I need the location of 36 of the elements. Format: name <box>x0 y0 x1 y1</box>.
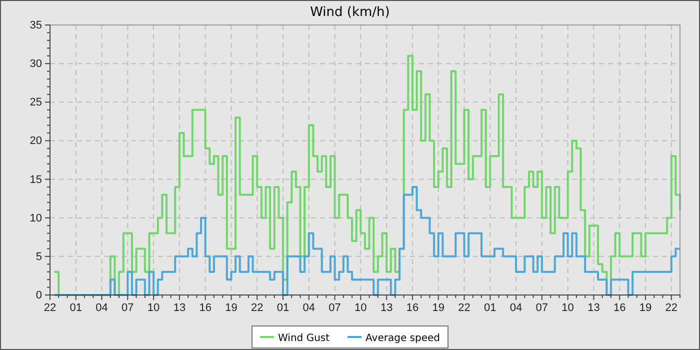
y-tick-label: 0 <box>36 290 42 302</box>
y-tick-label: 10 <box>30 212 42 224</box>
x-tick-label: 07 <box>122 302 134 314</box>
x-tick-label: 22 <box>44 302 56 314</box>
x-tick-label: 19 <box>225 302 238 314</box>
y-tick-label: 25 <box>30 96 42 109</box>
x-tick-label: 04 <box>302 302 316 314</box>
y-tick-label: 35 <box>30 20 42 32</box>
legend-label: Wind Gust <box>278 333 330 344</box>
x-tick-label: 19 <box>639 302 652 314</box>
x-tick-label: 10 <box>562 302 574 314</box>
x-tick-label: 10 <box>147 302 160 314</box>
x-tick-label: 22 <box>458 302 470 314</box>
x-tick-label: 13 <box>173 302 186 314</box>
x-tick-label: 16 <box>199 302 212 314</box>
y-tick-label: 5 <box>36 250 42 263</box>
y-tick-label: 30 <box>30 58 42 70</box>
x-tick-label: 07 <box>536 302 548 314</box>
x-tick-label: 01 <box>70 302 82 314</box>
x-tick-label: 22 <box>665 302 678 314</box>
y-tick-label: 20 <box>30 135 42 148</box>
x-tick-label: 07 <box>328 302 341 314</box>
x-tick-label: 13 <box>380 302 393 314</box>
x-tick-label: 22 <box>251 302 264 314</box>
x-tick-label: 19 <box>432 302 444 314</box>
legend-label: Average speed <box>366 333 440 344</box>
x-tick-label: 04 <box>96 302 108 314</box>
x-tick-label: 16 <box>406 302 419 314</box>
x-tick-label: 01 <box>276 302 290 314</box>
y-tick-label: 15 <box>30 174 42 186</box>
x-tick-label: 10 <box>354 302 367 314</box>
x-tick-label: 13 <box>588 302 600 314</box>
chart-title: Wind (km/h) <box>310 5 390 20</box>
x-tick-label: 01 <box>484 302 496 314</box>
x-tick-label: 16 <box>613 302 626 314</box>
x-tick-label: 04 <box>510 302 522 314</box>
